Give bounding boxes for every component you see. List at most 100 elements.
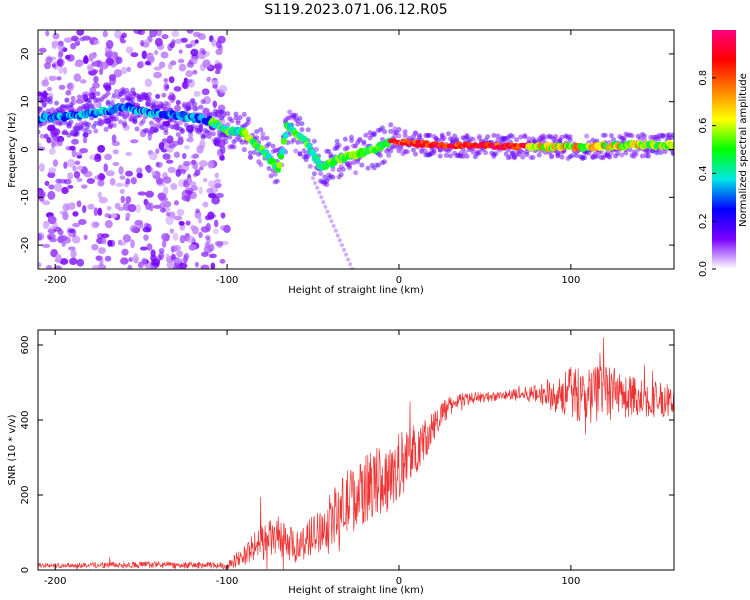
spectrogram-noise-cell [101, 237, 107, 245]
spectrogram-tail-cell [341, 247, 346, 252]
spectrogram-halo-cell [291, 137, 297, 143]
spectrogram-halo-cell [503, 151, 509, 157]
snr-y-ticks: 0 200 400 600 [20, 335, 674, 573]
spectrogram-halo-cell [388, 148, 394, 154]
spectrogram-noise-cell [67, 228, 75, 234]
spectrogram-noise-cell [141, 50, 148, 60]
colorbar-tick-label: 0.0 [698, 261, 709, 277]
spectrogram-ridge-cell [282, 131, 289, 139]
colorbar-tick-label: 0.8 [698, 70, 709, 86]
spectrogram-halo-cell [237, 115, 243, 121]
spectrogram-halo-cell [188, 132, 194, 138]
spectrogram-noise-cell [194, 39, 199, 44]
spectrogram-halo-cell [239, 139, 245, 145]
spectrogram-halo-cell [212, 108, 218, 114]
spectrogram-halo-cell [633, 151, 639, 157]
spectrogram-noise-cell [183, 160, 191, 167]
spectrogram-halo-cell [64, 103, 70, 109]
spectrogram-halo-cell [188, 128, 194, 134]
spectrogram-noise-cell [82, 136, 88, 144]
spectrogram-noise-cell [165, 215, 174, 225]
spectrogram-noise-cell [104, 219, 113, 229]
spectrogram-noise-cell [38, 91, 43, 97]
spectrogram-halo-cell [608, 133, 614, 139]
snr-panel: -200 -100 0 100 0 200 400 600 Height of straig… [7, 329, 675, 596]
spectrogram-noise-cell [79, 79, 87, 84]
spectrogram-noise-cell [130, 52, 139, 58]
spectrogram-halo-cell [363, 132, 369, 138]
spectrogram-halo-cell [144, 102, 150, 108]
spectrogram-noise-cell [104, 255, 112, 262]
spectrogram-noise-cell [166, 135, 174, 144]
spectrogram-noise-cell [97, 179, 105, 187]
spectrogram-halo-cell [258, 127, 264, 133]
spectrogram-halo-cell [495, 137, 501, 143]
spectrogram-noise-cell [81, 184, 88, 189]
spectrogram-noise-cell [215, 40, 222, 49]
spectrogram-noise-cell [178, 49, 183, 54]
spectrogram-noise-cell [62, 203, 70, 212]
spectrogram-noise-cell [173, 215, 183, 221]
spectrogram-ridge-cell [280, 137, 288, 145]
spectrogram-halo-cell [559, 134, 565, 140]
spectrogram-halo-cell [318, 171, 324, 177]
spectrogram-noise-cell [185, 43, 193, 49]
snr-y-tick-label: 400 [20, 410, 31, 429]
spectrogram-halo-cell [45, 108, 51, 114]
spectrogram-noise-cell [165, 159, 174, 164]
spectrogram-halo-cell [159, 125, 165, 131]
spectrogram-noise-cell [81, 205, 87, 214]
spectrogram-halo-cell [293, 148, 299, 154]
spectrogram-noise-cell [190, 185, 199, 191]
spectrogram-noise-cell [177, 58, 185, 64]
spectrogram-halo-cell [219, 109, 225, 115]
spectrogram-noise-cell [154, 37, 163, 47]
spectrogram-halo-cell [62, 129, 68, 135]
spectrogram-noise-cell [198, 231, 203, 239]
spectrogram-halo-cell [396, 133, 402, 139]
spectrogram-halo-cell [297, 151, 303, 157]
spectrogram-noise-cell [56, 76, 62, 81]
spectrogram-halo-cell [441, 135, 447, 141]
spectrogram-noise-cell [125, 196, 132, 204]
spectrogram-noise-cell [178, 262, 188, 269]
spectrogram-halo-cell [266, 165, 272, 171]
spectrogram-noise-cell [73, 170, 81, 179]
spectrogram-halo-cell [658, 149, 664, 155]
spectrogram-halo-cell [120, 97, 126, 103]
spectrogram-noise-cell [160, 51, 169, 59]
snr-y-label: SNR (10 * v/v) [7, 414, 18, 485]
spectrogram-noise-cell [38, 233, 43, 241]
spectrogram-noise-cell [82, 35, 91, 41]
spectrogram-halo-cell [163, 100, 169, 106]
spectrogram-halo-cell [462, 150, 468, 156]
spectrogram-noise-cell [149, 151, 158, 161]
spectrogram-tail-cell [329, 219, 334, 224]
spectrogram-noise-cell [139, 246, 148, 251]
spectrogram-noise-cell [127, 264, 133, 269]
spectrogram-noise-cell [115, 56, 123, 65]
spectrogram-noise-cell [214, 182, 222, 189]
colorbar-tick-label: 0.2 [698, 213, 709, 229]
spectrogram-halo-cell [637, 136, 643, 142]
spectrogram-noise-cell [130, 177, 137, 185]
spectrogram-noise-cell [119, 175, 126, 180]
spectrogram-noise-cell [110, 213, 118, 219]
spectrogram-halo-cell [303, 157, 309, 163]
spectrogram-noise-cell [202, 201, 209, 208]
spectrogram-halo-cell [470, 149, 476, 155]
spectrogram-noise-cell [48, 75, 57, 81]
spectrogram-noise-cell [51, 140, 56, 149]
spectrogram-halo-cell [324, 182, 330, 188]
spectrogram-halo-cell [128, 116, 134, 122]
spectrogram-noise-cell [163, 186, 169, 196]
spectrogram-halo-cell [161, 92, 167, 98]
spectrogram-halo-cell [351, 160, 357, 166]
spectrogram-noise-cell [72, 165, 77, 172]
spectrogram-noise-cell [59, 258, 69, 265]
spectrogram-noise-cell [133, 253, 139, 261]
spectrogram-y-tick-label: -10 [20, 189, 31, 205]
colorbar-tick-label: 0.6 [698, 118, 709, 134]
spectrogram-heatmap [38, 30, 674, 269]
spectrogram-noise-cell [67, 246, 76, 251]
